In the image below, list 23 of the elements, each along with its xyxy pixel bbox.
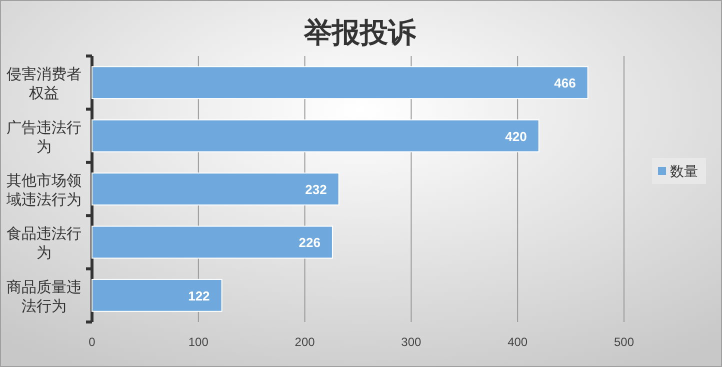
y-tick-label: 其他市场领域违法行为 [6, 172, 82, 208]
bar [92, 172, 340, 206]
data-label: 226 [298, 235, 320, 250]
bar [92, 119, 540, 152]
data-label: 122 [188, 288, 210, 304]
text: 数量 [670, 163, 698, 179]
y-tick-label: 广告违法行为 [6, 119, 82, 156]
y-tick-label: 食品违法行为 [6, 226, 82, 262]
x-tick-label: 500 [614, 335, 634, 349]
bar [92, 278, 222, 312]
x-tick-label: 100 [188, 335, 209, 349]
y-tick-label: 商品质量违法行为 [6, 278, 82, 315]
bar [92, 66, 588, 100]
y-tick-label: 侵害消费者权益 [6, 66, 82, 102]
x-tick-label: 400 [508, 335, 528, 349]
chart-title: 举报投诉 [303, 17, 417, 48]
data-label: 232 [305, 182, 327, 197]
data-label: 420 [505, 128, 527, 144]
x-tick-label: 300 [401, 335, 422, 349]
x-tick-label: 0 [88, 335, 96, 349]
x-tick-label: 200 [294, 335, 316, 349]
bar [92, 226, 333, 259]
data-label: 466 [554, 76, 576, 91]
